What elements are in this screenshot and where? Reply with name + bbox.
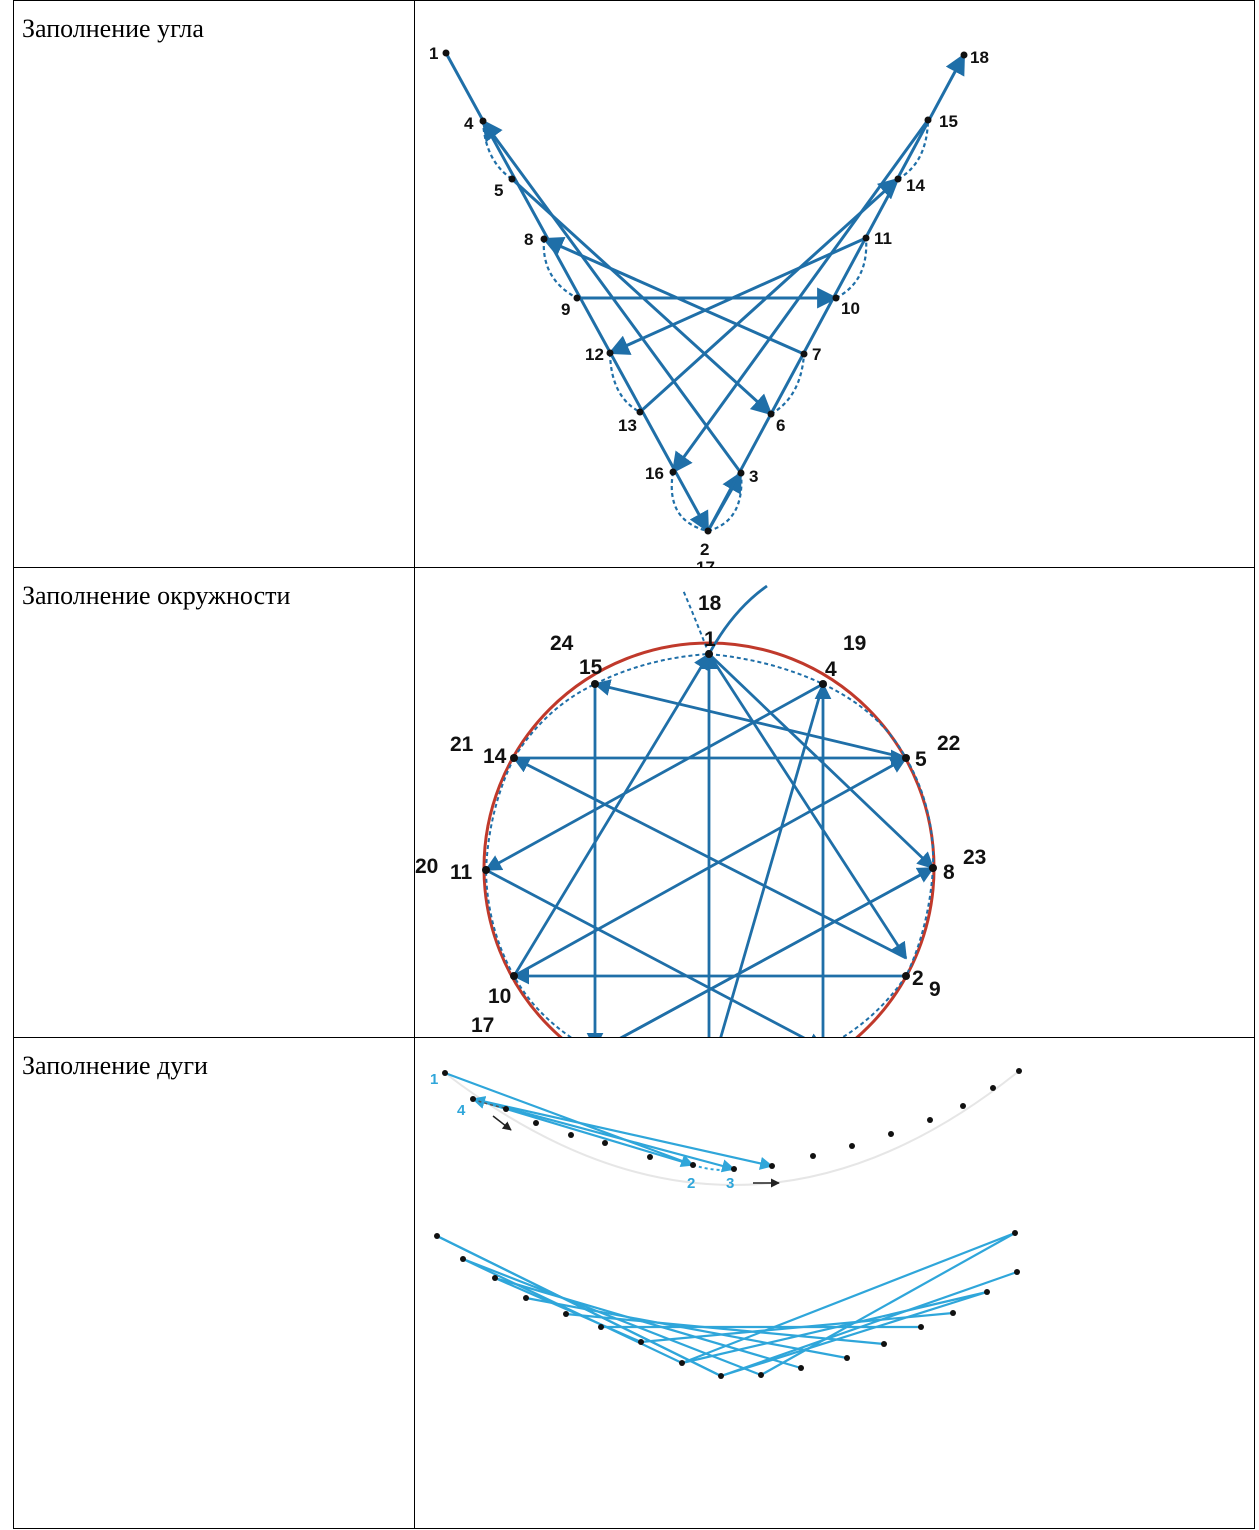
point-label: 8: [524, 230, 533, 249]
circle-figure-cell: 18 1 19 4 24 15 21 14 22 5 20 11 23 8 10…: [414, 567, 1255, 1038]
point-label: 2: [687, 1175, 695, 1192]
point-label: 15: [939, 112, 958, 131]
point-label: 8: [943, 861, 955, 884]
point-label: 3: [726, 1175, 734, 1192]
point-label: 24: [550, 632, 574, 655]
point-label: 2: [912, 967, 924, 990]
row-label-cell: Заполнение угла: [13, 0, 415, 568]
point-label: 18: [970, 48, 989, 67]
patterns-table: Заполнение угла: [13, 0, 1255, 1529]
row-label-cell: Заполнение окружности: [13, 567, 415, 1038]
point-label: 13: [618, 416, 637, 435]
point-label: 5: [494, 181, 503, 200]
point-label: 4: [825, 658, 837, 681]
table-row: Заполнение угла: [13, 0, 1255, 568]
point-label: 20: [415, 855, 438, 878]
point-label: 23: [963, 846, 986, 869]
point-label: 12: [585, 345, 604, 364]
point-label: 16: [645, 464, 664, 483]
point-label: 11: [450, 861, 473, 884]
row-label-cell: Заполнение дуги: [13, 1037, 415, 1529]
point-label: 18: [698, 592, 722, 615]
point-label: 4: [457, 1102, 466, 1119]
row-title: Заполнение угла: [22, 14, 204, 43]
point-label: 14: [906, 176, 925, 195]
angle-figure-cell: 1 4 5 8 9 12 13 16 2 17 3 6 7 10 11 14 1: [414, 0, 1255, 568]
table-row: Заполнение дуги: [13, 1037, 1255, 1529]
point-label: 10: [841, 299, 860, 318]
arc-fill-diagram: 1 4 2 3: [430, 1068, 1022, 1379]
row-title: Заполнение окружности: [22, 581, 291, 610]
point-label: 7: [812, 345, 821, 364]
arc-threads-lower: [436, 1231, 1018, 1378]
point-label: 9: [929, 978, 941, 1001]
circle-fill-diagram: 18 1 19 4 24 15 21 14 22 5 20 11 23 8 10…: [415, 584, 986, 1037]
point-label: 10: [488, 985, 511, 1008]
point-label: 4: [464, 114, 474, 133]
point-label: 1: [429, 44, 438, 63]
table-row: Заполнение окружности: [13, 567, 1255, 1038]
arc-figure-cell: 1 4 2 3: [414, 1037, 1255, 1529]
point-label: 17: [471, 1014, 494, 1037]
point-label: 17: [696, 558, 715, 567]
row-title: Заполнение дуги: [22, 1051, 208, 1080]
point-label: 3: [749, 467, 758, 486]
angle-fill-diagram: 1 4 5 8 9 12 13 16 2 17 3 6 7 10 11 14 1: [429, 44, 989, 567]
arc-points-lower: [434, 1230, 1020, 1379]
point-label: 5: [915, 748, 927, 771]
arc-points-upper: [442, 1068, 1022, 1172]
point-label: 6: [776, 416, 785, 435]
point-label: 1: [430, 1071, 438, 1088]
point-label: 22: [937, 732, 960, 755]
point-label: 11: [874, 229, 892, 248]
point-label: 1: [704, 628, 716, 651]
point-label: 14: [483, 745, 507, 768]
point-label: 19: [843, 632, 866, 655]
point-label: 2: [700, 540, 709, 559]
point-label: 15: [579, 656, 603, 679]
point-label: 21: [450, 733, 474, 756]
point-label: 9: [561, 300, 570, 319]
